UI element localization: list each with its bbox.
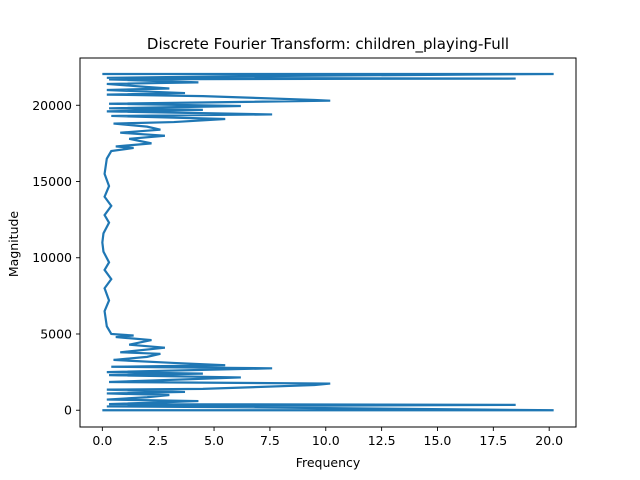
x-tick-label: 5.0 [204, 433, 224, 448]
y-tick-label: 0 [64, 403, 72, 418]
y-tick-label: 20000 [32, 98, 72, 113]
x-tick-label: 10.0 [312, 433, 340, 448]
y-tick-label: 10000 [32, 250, 72, 265]
x-tick-label: 17.5 [479, 433, 507, 448]
y-tick-label: 15000 [32, 174, 72, 189]
y-axis-label: Magnitude [6, 211, 21, 278]
x-tick-label: 7.5 [260, 433, 280, 448]
x-axis-label: Frequency [296, 455, 361, 470]
x-tick-label: 12.5 [368, 433, 396, 448]
chart-title: Discrete Fourier Transform: children_pla… [147, 35, 509, 54]
x-tick-label: 20.0 [535, 433, 563, 448]
series-line-0 [101, 72, 554, 412]
x-tick-label: 15.0 [424, 433, 452, 448]
y-axis-ticks: 0 5000 10000 15000 20000 [32, 98, 80, 418]
x-tick-label: 0.0 [92, 433, 112, 448]
axes-frame [79, 57, 577, 428]
x-axis-ticks: 0.0 2.5 5.0 7.5 10.0 12.5 15.0 17.5 20.0 [92, 427, 563, 448]
x-tick-label: 2.5 [148, 433, 168, 448]
plot-area [101, 72, 554, 412]
y-tick-label: 5000 [40, 326, 72, 341]
